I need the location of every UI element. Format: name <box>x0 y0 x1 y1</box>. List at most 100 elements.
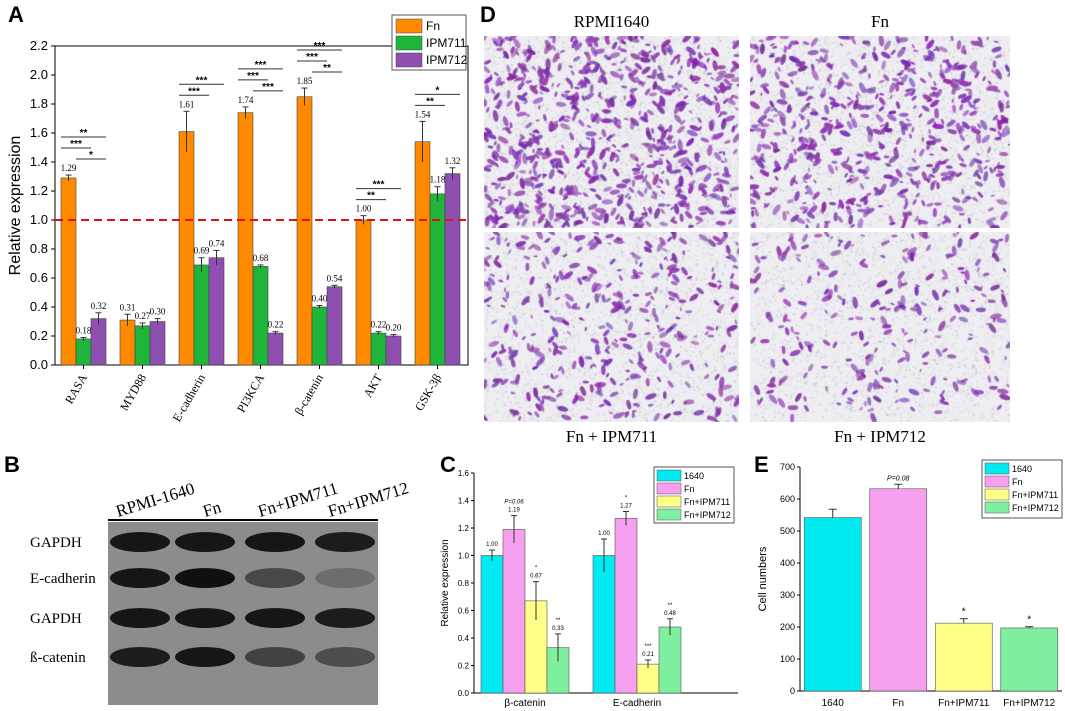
data-label: 1.54 <box>415 109 431 119</box>
bar-ipm712-β-catenin <box>326 286 343 366</box>
data-annotation: * <box>535 566 538 572</box>
x-tick-label: Fn+IPM712 <box>1003 698 1055 709</box>
legend-label: 1640 <box>684 471 704 481</box>
y-tick-label: 1.6 <box>458 469 470 478</box>
panel-label-a: A <box>8 2 24 27</box>
data-annotation: *** <box>644 644 652 650</box>
blot-band <box>175 608 235 628</box>
bar-fn-myd88 <box>119 319 136 366</box>
y-tick-label: 0.2 <box>30 328 48 343</box>
y-tick-label: 1.2 <box>458 524 470 533</box>
bar-fn-β-catenin <box>296 96 313 366</box>
data-label: 0.22 <box>268 320 284 330</box>
micrograph-rpmi1640 <box>484 36 739 228</box>
y-tick-label: 0.6 <box>30 270 48 285</box>
legend-swatch <box>395 52 423 68</box>
bar-fn-akt <box>355 219 372 366</box>
micrograph-fn-ipm712 <box>750 232 1010 422</box>
bar-ipm712-myd88 <box>149 321 166 366</box>
blot-row-label: ß-catenin <box>30 650 86 666</box>
data-label: 1.29 <box>61 163 77 173</box>
significance-label: * <box>89 150 93 161</box>
data-label: 0.22 <box>371 320 387 330</box>
y-tick-label: 100 <box>780 654 795 664</box>
data-label: 0.20 <box>386 323 402 333</box>
micrograph-caption: Fn + IPM711 <box>565 427 658 446</box>
micrograph-fn-ipm711 <box>484 232 739 422</box>
micrograph-caption: RPMI1640 <box>573 12 650 31</box>
micrograph-image <box>750 36 1010 228</box>
bar-ipm711-β-catenin <box>311 306 328 366</box>
bar-ipm712-pi3kca <box>267 332 284 366</box>
y-tick-label: 0.2 <box>458 662 470 671</box>
data-annotation: 1.27 <box>620 504 632 510</box>
y-axis-label: Relative expression <box>440 539 451 626</box>
data-label: 1.61 <box>179 99 195 109</box>
blot-band <box>315 647 375 667</box>
bar-ipm711-pi3kca <box>252 266 269 366</box>
y-tick-label: 600 <box>780 494 795 504</box>
y-tick-label: 0.4 <box>30 299 48 314</box>
data-annotation: ** <box>668 603 673 609</box>
blot-band <box>175 532 235 552</box>
blot-lane-label: Fn <box>201 497 224 521</box>
data-label: 0.69 <box>194 246 210 256</box>
blot-band <box>315 568 375 588</box>
bar-1640-0 <box>480 555 504 694</box>
data-annotation: P=0.08 <box>887 475 909 482</box>
y-tick-label: 500 <box>780 526 795 536</box>
bar-fn-e-cadherin <box>178 131 195 366</box>
bar-fn <box>869 488 928 692</box>
data-annotation: * <box>962 607 966 618</box>
blot-band <box>175 568 235 588</box>
legend-label: Fn+IPM712 <box>1012 503 1059 513</box>
significance-label: *** <box>247 71 259 82</box>
y-axis-label: Relative expression <box>7 136 24 276</box>
y-tick-label: 0.6 <box>458 607 470 616</box>
x-tick-label: MYD88 <box>117 372 149 414</box>
significance-label: ** <box>367 191 375 202</box>
significance-label: *** <box>373 180 385 191</box>
data-annotation: 0.21 <box>642 652 654 658</box>
legend-swatch <box>395 35 423 51</box>
y-axis-label: Cell numbers <box>757 546 769 611</box>
legend-label: 1640 <box>1012 464 1032 474</box>
bar-fn-gsk-3β <box>414 141 431 366</box>
data-label: 0.30 <box>150 307 166 317</box>
y-tick-label: 2.2 <box>30 38 48 53</box>
legend-label: Fn <box>426 19 440 33</box>
panel-label-d: D <box>480 2 496 27</box>
legend-swatch <box>656 495 682 508</box>
x-tick-label: E-cadherin <box>613 698 661 709</box>
bar-ipm712-rasa <box>90 318 107 366</box>
blot-band <box>245 568 305 588</box>
bar-fn-rasa <box>60 177 77 366</box>
data-label: 0.31 <box>120 302 136 312</box>
bar-1640-1 <box>592 555 616 694</box>
significance-label: *** <box>314 41 326 52</box>
data-label: 0.40 <box>312 294 328 304</box>
x-tick-label: 1640 <box>822 698 845 709</box>
data-annotation: 1.19 <box>508 508 520 514</box>
data-annotation: P=0.06 <box>504 500 524 506</box>
y-tick-label: 1.6 <box>30 125 48 140</box>
data-label: 0.54 <box>327 273 343 283</box>
significance-label: *** <box>306 52 318 63</box>
legend-label: Fn+IPM711 <box>1012 490 1058 500</box>
legend-label: Fn <box>1012 477 1023 487</box>
blot-band <box>245 647 305 667</box>
data-label: 0.32 <box>91 301 107 311</box>
data-annotation: 1.00 <box>486 542 498 548</box>
panel-label-e: E <box>754 452 769 477</box>
y-tick-label: 2.0 <box>30 67 48 82</box>
data-label: 0.74 <box>209 238 225 248</box>
legend-swatch <box>395 18 423 34</box>
y-tick-label: 0.8 <box>30 241 48 256</box>
data-annotation: * <box>1027 615 1031 626</box>
blot-band <box>315 608 375 628</box>
bar-fn-ipm712-1 <box>658 626 682 694</box>
data-label: 1.85 <box>297 76 313 86</box>
legend-label: IPM711 <box>426 36 467 50</box>
y-tick-label: 400 <box>780 558 795 568</box>
blot-band <box>245 608 305 628</box>
